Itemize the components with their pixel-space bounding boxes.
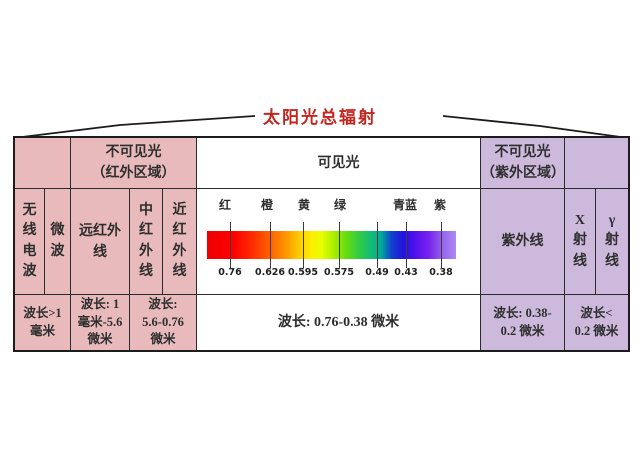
spectrum-tick-value: 0.43: [394, 267, 418, 278]
spectrum-tick: [377, 222, 378, 268]
wavelength-xray-gamma: 波长< 0.2 微米: [565, 295, 628, 350]
spectrum-color-label-cyanblue: 青蓝: [392, 198, 418, 212]
band-far-infrared: 远红外 线: [71, 189, 130, 295]
band-ultraviolet: 紫外线: [481, 189, 565, 295]
spectrum-color-label-yellow: 黄: [297, 198, 311, 212]
header-invisible-ultraviolet: 不可见光 （紫外区域）: [481, 138, 565, 189]
band-gamma-label: γ射线: [604, 213, 619, 269]
visible-spectrum-cell: 红 橙 黄 绿 青蓝 紫 0.76 0.626 0.595 0.575 0.49…: [197, 189, 481, 295]
spectrum-tick: [230, 222, 231, 268]
wavelength-visible: 波长: 0.76-0.38 微米: [197, 295, 481, 350]
band-xray: X射线: [565, 189, 596, 295]
band-near-infrared-label: 近红外线: [172, 202, 187, 279]
band-radio-waves: 无线电波: [15, 189, 45, 295]
visible-spectrum-band: [207, 231, 456, 259]
diagram-title: 太阳光总辐射: [263, 108, 377, 127]
spectrum-tick-value: 0.76: [218, 267, 242, 278]
spectrum-color-label-red: 红: [218, 198, 232, 212]
spectrum-tick: [441, 222, 442, 268]
band-mid-infrared-label: 中红外线: [138, 202, 153, 279]
spectrum-table: 不可见光 （红外区域） 可见光 不可见光 （紫外区域） 无线电波 微波 远红外 …: [13, 136, 630, 352]
band-mid-infrared: 中红外线: [130, 189, 163, 295]
spectrum-color-label-green: 绿: [333, 198, 347, 212]
band-microwave-label: 微波: [50, 223, 65, 259]
wavelength-ultraviolet: 波长: 0.38- 0.2 微米: [481, 295, 565, 350]
wavelength-radio-microwave: 波长>1 毫米: [15, 295, 71, 350]
wavelength-far-infrared: 波长: 1 毫米-5.6 微米: [71, 295, 130, 350]
spectrum-tick: [303, 222, 304, 268]
spectrum-tick-value: 0.626: [254, 267, 286, 278]
header-visible-light: 可见光: [197, 138, 481, 189]
spectrum-color-label-orange: 橙: [260, 198, 274, 212]
header-invisible-infrared: 不可见光 （红外区域）: [71, 138, 197, 189]
spectrum-tick-value: 0.575: [323, 267, 355, 278]
wavelength-mid-near-infrared: 波长: 5.6-0.76 微米: [130, 295, 197, 350]
band-microwave: 微波: [45, 189, 71, 295]
spectrum-tick-value: 0.595: [287, 267, 319, 278]
spectrum-tick-value: 0.49: [365, 267, 389, 278]
spectrum-tick: [406, 222, 407, 268]
spectrum-tick: [270, 222, 271, 268]
spectrum-tick: [339, 222, 340, 268]
band-xray-label: X射线: [572, 213, 587, 269]
spectrum-tick-value: 0.38: [429, 267, 453, 278]
band-radio-label: 无线电波: [22, 202, 37, 279]
band-near-infrared: 近红外线: [163, 189, 197, 295]
spectrum-color-label-violet: 紫: [433, 198, 447, 212]
band-gamma: γ射线: [596, 189, 628, 295]
header-blank-infrared: [15, 138, 71, 189]
header-blank-rays: [565, 138, 628, 189]
